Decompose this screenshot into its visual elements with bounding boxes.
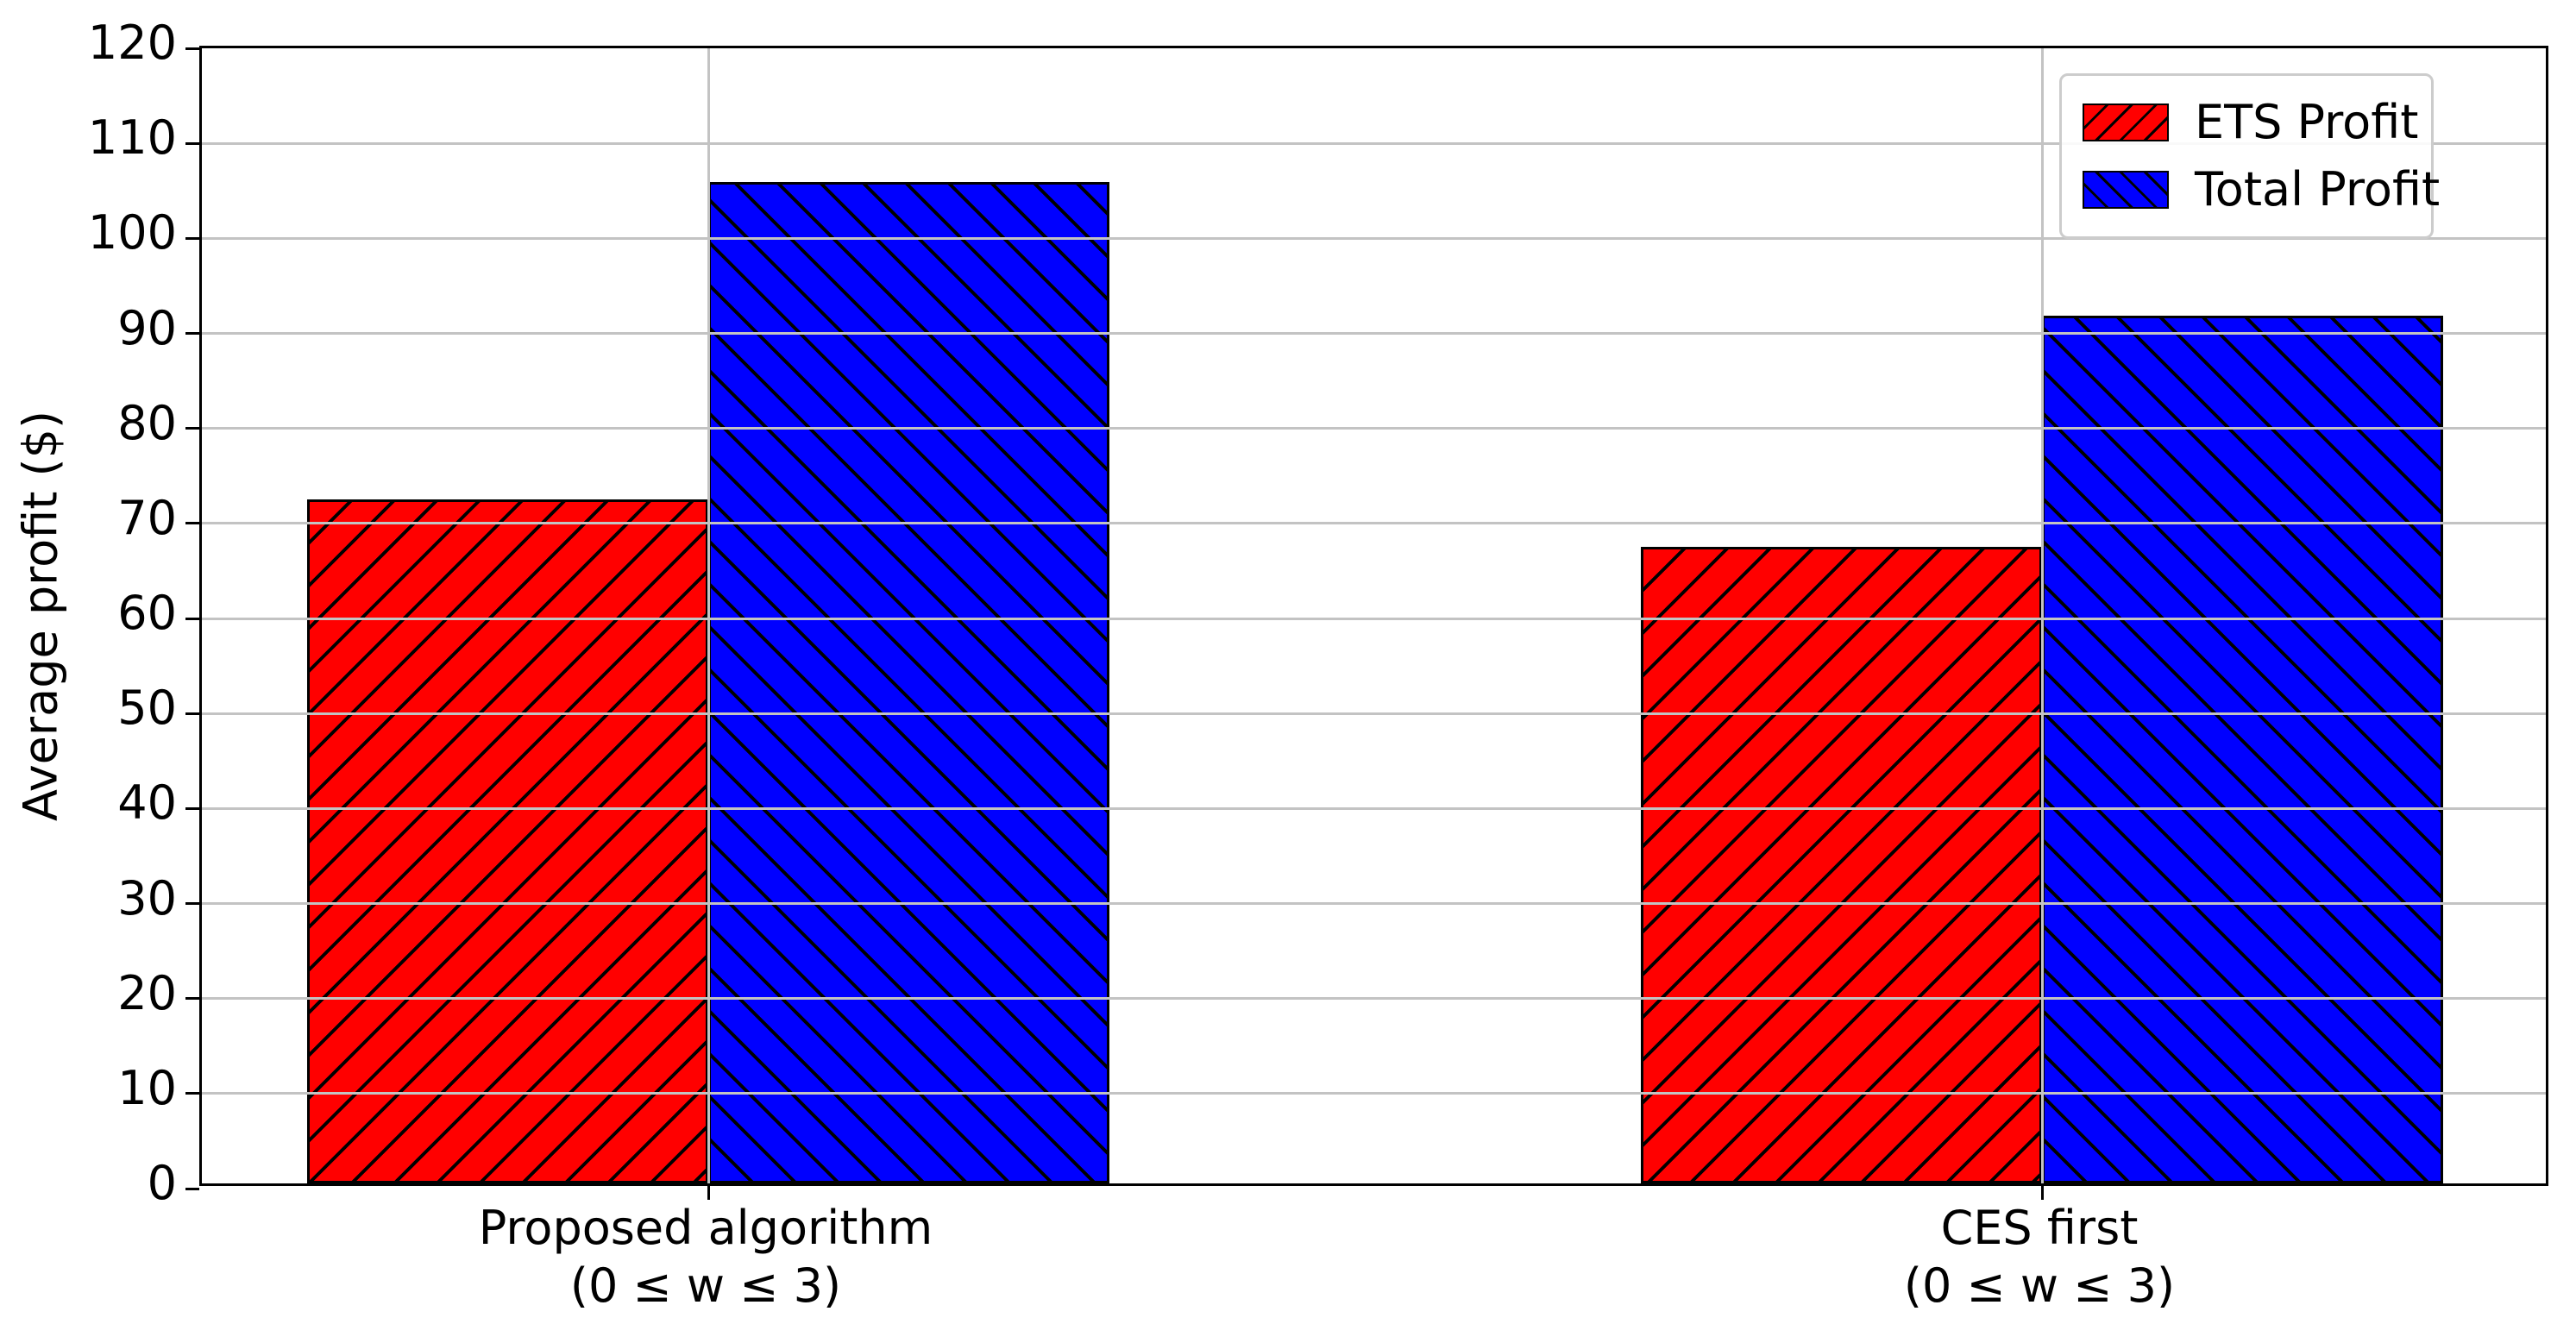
y-tick-mark-70: [185, 522, 199, 525]
y-tick-mark-110: [185, 141, 199, 145]
gridline-y-70: [202, 522, 2546, 525]
gridline-y-100: [202, 236, 2546, 240]
y-tick-label-50: 50: [117, 681, 177, 736]
total-profit-swatch-icon: [2083, 171, 2169, 209]
gridline-y-10: [202, 1092, 2546, 1095]
y-tick-mark-10: [185, 1092, 199, 1095]
bar-total-profit-group-2: [2042, 316, 2443, 1183]
y-tick-mark-40: [185, 806, 199, 810]
legend-label-ets: ETS Profit: [2195, 95, 2419, 149]
y-tick-mark-20: [185, 997, 199, 1001]
gridline-y-30: [202, 902, 2546, 905]
y-tick-label-90: 90: [117, 300, 177, 355]
y-tick-mark-120: [185, 47, 199, 50]
y-tick-label-100: 100: [87, 205, 177, 260]
gridline-y-50: [202, 712, 2546, 715]
x-tick-mark-2: [2040, 1186, 2044, 1200]
y-tick-label-120: 120: [87, 16, 177, 70]
y-tick-mark-0: [185, 1187, 199, 1190]
gridline-x-2: [2040, 48, 2044, 1183]
y-tick-label-30: 30: [117, 870, 177, 926]
gridline-y-110: [202, 141, 2546, 145]
legend: ETS Profit Total Profit: [2059, 73, 2440, 239]
y-tick-label-110: 110: [87, 110, 177, 166]
gridline-y-20: [202, 997, 2546, 1001]
y-tick-mark-80: [185, 427, 199, 430]
y-tick-label-70: 70: [117, 490, 177, 545]
ets-profit-swatch-icon: [2083, 104, 2169, 141]
gridline-y-60: [202, 617, 2546, 620]
legend-row-total: Total Profit: [2083, 166, 2440, 213]
gridline-y-80: [202, 427, 2546, 430]
bar-ets-profit-group-2: [1641, 547, 2042, 1183]
y-tick-mark-30: [185, 902, 199, 905]
x-tick-label-1: Proposed algorithm (0 ≤ w ≤ 3): [478, 1201, 933, 1313]
y-tick-label-60: 60: [117, 586, 177, 640]
x-tick-mark-1: [707, 1186, 710, 1200]
legend-row-ets: ETS Profit: [2083, 99, 2418, 146]
y-tick-label-80: 80: [117, 395, 177, 450]
legend-label-total: Total Profit: [2195, 162, 2441, 216]
gridline-x-1: [707, 48, 710, 1183]
y-tick-mark-60: [185, 617, 199, 620]
gridline-y-90: [202, 332, 2546, 335]
y-tick-mark-90: [185, 332, 199, 335]
y-axis-label: Average profit ($): [13, 410, 68, 822]
bar-ets-profit-group-1: [307, 499, 708, 1183]
y-tick-label-10: 10: [117, 1060, 177, 1115]
y-tick-label-40: 40: [117, 775, 177, 831]
y-tick-mark-100: [185, 236, 199, 240]
y-tick-mark-50: [185, 712, 199, 715]
y-tick-label-20: 20: [117, 965, 177, 1020]
gridline-y-40: [202, 806, 2546, 810]
bar-total-profit-group-1: [708, 182, 1109, 1183]
y-tick-label-0: 0: [147, 1156, 177, 1210]
x-tick-label-2: CES first (0 ≤ w ≤ 3): [1903, 1201, 2176, 1313]
